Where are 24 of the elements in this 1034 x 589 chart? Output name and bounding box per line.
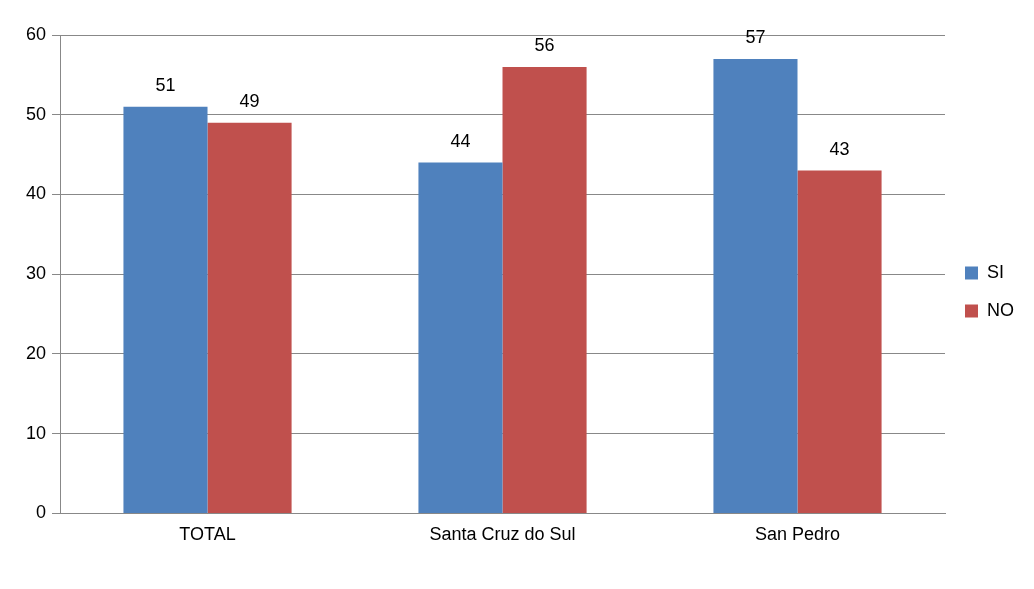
bar [713,58,798,513]
x-tick-label: Santa Cruz do Sul [429,524,576,545]
y-tick-label: 50 [25,103,47,124]
y-tick-label: 20 [25,342,47,363]
x-tick-label: San Pedro [754,524,841,545]
legend-label: SI [987,261,1005,282]
bar [797,170,882,513]
x-tick-label: TOTAL [179,524,236,545]
data-label: 57 [745,26,766,47]
bar [502,66,587,513]
legend-label: NO [987,299,1014,320]
y-tick-label: 40 [25,183,47,204]
bar [123,106,208,513]
data-label: 43 [829,138,850,159]
data-label: 49 [239,90,260,111]
data-label: 44 [450,130,471,151]
data-label: 51 [155,74,176,95]
bar [418,162,503,513]
data-label: 56 [534,34,555,55]
y-tick-label: 60 [25,23,47,44]
y-tick-label: 30 [25,263,47,284]
y-tick-label: 0 [36,502,47,523]
y-tick-label: 10 [25,422,47,443]
bar [207,122,292,513]
